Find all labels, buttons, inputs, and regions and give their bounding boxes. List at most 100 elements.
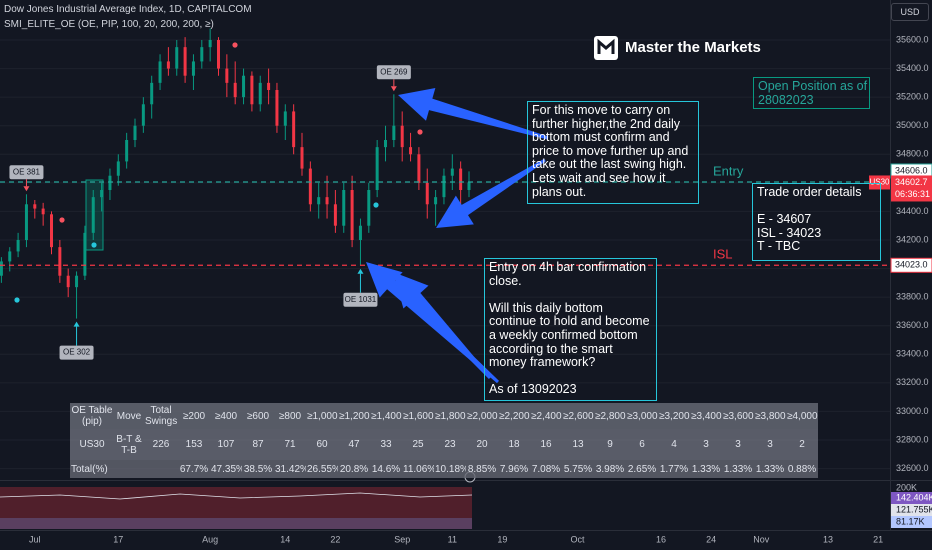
paragraph: Trade order details [757,185,876,200]
indicator-band-low [0,518,472,529]
header-cell: ≥2,200 [499,410,530,422]
candle-body [133,125,137,140]
table-row: Total(%) 67.7% 47.35% 38.5% 31.42% 26.55% 20.8… [70,460,818,478]
y-tick-label: 33400.0 [896,349,929,359]
candle-body [467,182,471,190]
level-name: ISL [713,247,733,262]
note-line: T - TBC [757,239,801,254]
table-cell: 2 [799,439,805,450]
currency-button[interactable]: USD [891,3,929,21]
trade-details: Trade order details E - 34607 ISL - 34023 T… [752,183,881,261]
marker-box [59,345,94,360]
indicator-label-box [891,504,932,516]
table-cell: 226 [152,439,170,450]
y-tick-label: 32800.0 [896,434,929,444]
note-line: a weekly confirmed bottom [489,327,638,342]
candle-body [242,75,246,98]
note-line: continue to hold and become [489,314,650,329]
y-tick-label: 32600.0 [896,463,929,473]
table-cell: 71 [284,439,296,450]
candle-body [191,61,195,76]
candle-body [358,225,362,240]
table-cell: 14.6% [371,463,401,475]
marker-arrow [357,268,364,274]
candle-body [16,240,20,252]
marker-label: OE 1031 [345,295,377,304]
table-cell: 60 [316,439,328,450]
table-cell: 5.75% [563,463,593,475]
indicator-label-box [891,492,932,504]
x-tick-label: Sep [394,534,410,544]
candle-body [141,104,145,126]
signal-dot [59,217,65,223]
paragraph: Entry on 4h bar confirmation close. [489,260,652,288]
header-cell: ≥3,600 [723,410,754,422]
indicator-band [0,487,472,529]
table-cell: 3.98% [595,463,625,475]
signal-dot [232,42,238,48]
header-cell: ≥2,000 [467,410,498,422]
header-cell: ≥3,400 [691,410,722,422]
candle-body [417,154,421,183]
candle-body [267,82,271,90]
candle-body [8,251,12,262]
candle-body [166,61,170,69]
candle-body [384,140,387,148]
annotation-arrow [393,272,492,380]
entry-note: Entry on 4h bar confirmation close. Will t… [484,258,657,401]
header-cell: ≥1,600 [403,410,434,422]
x-tick-label: 14 [280,534,290,544]
candles [0,28,471,319]
header-cell: ≥1,800 [435,410,466,422]
candle-body [275,90,279,126]
table-cell: 1.33% [755,463,785,475]
table-cell: 18 [508,439,520,450]
open-position-note: Open Position as of 28082023 [753,77,870,109]
table-cell: B-T & T-B [116,433,142,456]
symbol-label: US30 [869,178,890,187]
logo-text: Master the Markets [625,39,761,56]
candle-body [50,214,53,248]
annotation-arrow [398,88,549,140]
x-tick-label: 19 [497,534,507,544]
candle-body [41,208,45,215]
x-tick-label: Nov [753,534,770,544]
candle-body [308,168,312,205]
note-line: bottom must confirm and [532,130,670,145]
table-cell: 153 [185,439,203,450]
table-cell: 6 [639,439,645,450]
annotation-arrow [436,158,546,228]
paragraph: Open Position as of 28082023 [758,79,867,107]
indicator-label: 81.17K [896,516,925,526]
logo-glyph [597,38,615,54]
note-line: plans out. [532,184,587,199]
logo-icon [594,36,618,60]
note-line: Will this daily bottom [489,300,603,315]
paragraph: E - 34607 ISL - 34023 T - TBC [757,213,876,254]
paragraph: For this move to carry on further higher,… [532,103,694,199]
header-cell: ≥3,000 [627,410,658,422]
candle-body [367,190,371,226]
header-cell: ≥1,000 [307,410,338,422]
last-price-box [891,175,932,202]
marker-arrow [73,321,80,327]
table-cell: 33 [380,439,392,450]
table-cell: 20 [476,439,488,450]
marker-label: OE 269 [380,67,408,76]
marker-box [343,292,378,307]
candle-body [116,161,120,176]
candle-body [342,190,346,226]
candle-body [208,40,212,48]
header-cell: ≥2,800 [595,410,626,422]
candle-body [250,75,254,105]
move-note: For this move to carry on further higher,… [527,101,699,204]
table-cell: 3 [703,439,709,450]
symbol-box [869,175,890,190]
table-cell: 0.88% [787,463,817,475]
note-line: take out the last swing high. [532,157,687,172]
y-tick-label: 33200.0 [896,377,929,387]
table-cell: 1.77% [659,463,689,475]
y-tick-label: 34400.0 [896,206,929,216]
